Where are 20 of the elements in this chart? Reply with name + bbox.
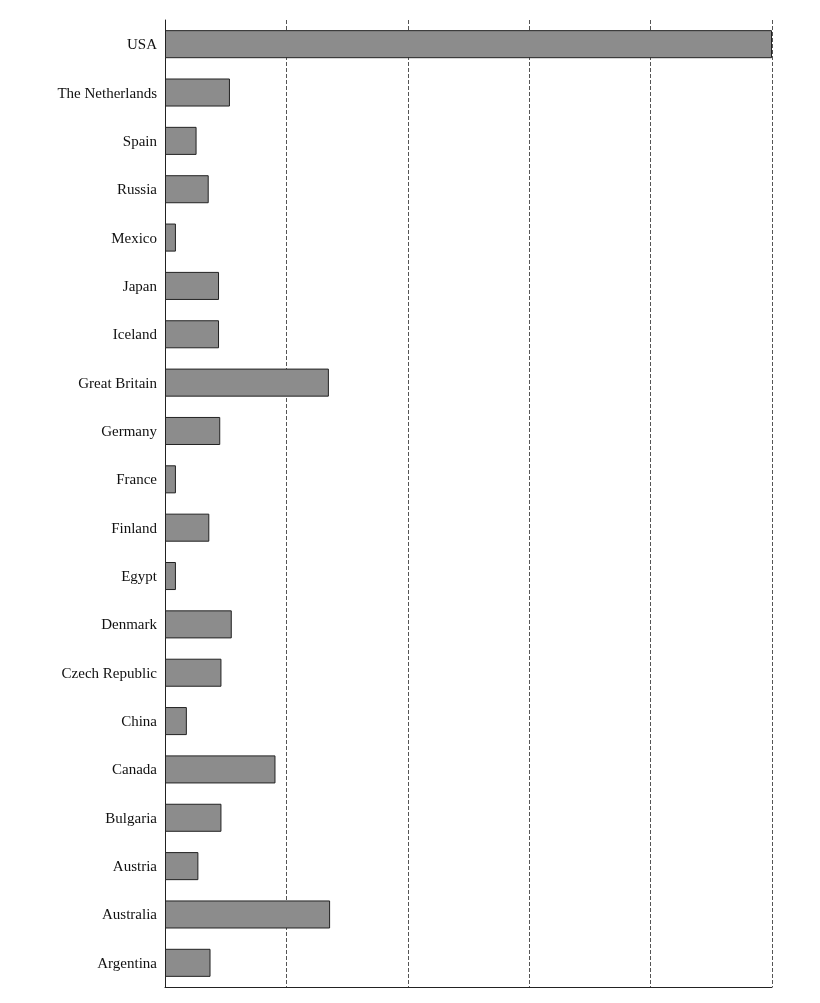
y-tick-label: Canada [112,761,158,778]
y-tick-label: Mexico [111,229,157,246]
y-tick-label: Iceland [112,326,158,343]
y-tick-label: The Netherlands [57,84,158,101]
y-tick-label: Czech Republic [61,664,158,681]
y-tick-label: Argentina [97,954,158,971]
y-tick-label: Denmark [101,616,158,633]
y-tick-label: Spain [122,132,158,149]
y-tick-label: Australia [102,906,158,923]
y-tick-label: Finland [111,519,158,536]
y-tick-label: USA [126,36,158,53]
y-tick-label: China [121,713,158,730]
y-tick-label: Great Britain [78,374,158,391]
y-tick-label: Russia [116,181,158,198]
y-tick-label: France [116,471,158,488]
y-tick-label: Austria [112,858,158,875]
y-tick-label: Japan [122,277,158,294]
y-tick-label: Germany [101,422,158,439]
y-tick-label: Egypt [121,568,158,585]
y-tick-label: Bulgaria [105,809,158,826]
